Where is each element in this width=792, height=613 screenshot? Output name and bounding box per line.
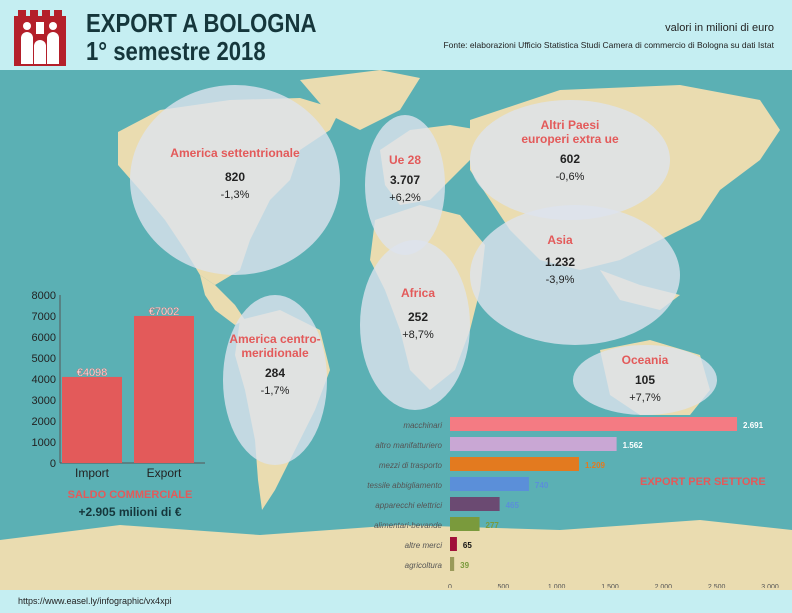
region-eu28: Ue 28 3.707 +6,2% <box>365 153 445 204</box>
footer-url[interactable]: https://www.easel.ly/infographic/vx4xpi <box>18 596 172 606</box>
region-name: Asia <box>547 233 573 247</box>
sector-data-label: 740 <box>535 481 549 490</box>
region-value: 105 <box>634 373 656 387</box>
sector-data-label: 65 <box>463 541 472 550</box>
sector-bar <box>450 477 529 491</box>
y-tick-label: 0 <box>50 458 56 470</box>
region-value: 820 <box>224 170 246 184</box>
region-name: Oceania <box>621 353 669 367</box>
region-latin-america: America centro-meridionale 284 -1,7% <box>220 332 330 397</box>
y-tick-label: 5000 <box>32 353 56 365</box>
x-tick-label: 3.000 <box>761 584 779 588</box>
y-tick-label: 3000 <box>32 395 56 407</box>
units-note: valori in milioni di euro <box>665 22 774 34</box>
region-asia: Asia 1.232 -3,9% <box>520 233 600 286</box>
y-tick-label: 4000 <box>32 374 56 386</box>
y-tick-label: 7000 <box>32 311 56 323</box>
source-note: Fonte: elaborazioni Ufficio Statistica S… <box>443 40 774 50</box>
x-tick-label: 500 <box>497 584 509 588</box>
sector-data-label: 2.691 <box>743 421 764 430</box>
x-tick-label: Import <box>75 466 110 480</box>
sector-data-label: 465 <box>506 501 520 510</box>
sector-label: altro manifatturiero <box>375 441 442 450</box>
sector-chart: macchinari 2.691 altro manifatturiero 1.562… <box>367 417 779 588</box>
region-value: 1.232 <box>544 255 576 269</box>
region-change: +6,2% <box>389 192 421 204</box>
region-value: 3.707 <box>389 173 421 187</box>
x-tick-label: 2.500 <box>708 584 726 588</box>
sector-bar <box>450 517 480 531</box>
sector-label: altre merci <box>405 541 443 550</box>
y-tick-label: 6000 <box>32 332 56 344</box>
trade-summary-title: SALDO COMMERCIALE <box>67 489 193 501</box>
header <box>0 0 792 70</box>
bar-import <box>62 376 122 463</box>
trade-summary: SALDO COMMERCIALE +2.905 milioni di € <box>30 489 230 519</box>
x-tick-label: Export <box>147 466 182 480</box>
y-tick-label: 1000 <box>32 437 56 449</box>
sector-label: agricoltura <box>405 561 443 570</box>
sector-label: macchinari <box>403 421 442 430</box>
sector-bar <box>450 537 457 551</box>
sector-label: apparecchi elettrici <box>375 501 442 510</box>
footer <box>0 590 792 613</box>
trade-balance-value: +2.905 milioni di € <box>78 505 182 519</box>
trade-chart: 0 1000 2000 3000 4000 5000 6000 7000 8000 €4098 Im… <box>32 290 205 480</box>
sector-bar <box>450 417 738 431</box>
sector-label: alimentari-bevande <box>374 521 443 530</box>
y-tick-label: 2000 <box>32 416 56 428</box>
region-bubbles <box>130 85 717 465</box>
sector-data-label: 1.209 <box>585 461 606 470</box>
bar-data-label: €4098 <box>77 367 108 379</box>
region-value: 284 <box>264 366 286 380</box>
region-change: +7,7% <box>629 392 661 404</box>
sector-label: mezzi di trasporto <box>379 461 443 470</box>
bologna-logo <box>14 10 66 66</box>
page-title: EXPORT A BOLOGNA <box>86 8 317 38</box>
sector-data-label: 1.562 <box>623 441 644 450</box>
region-name: Altri Paesi europeri extra ue <box>521 118 619 146</box>
sector-bar <box>450 497 500 511</box>
sector-data-label: 39 <box>460 561 469 570</box>
region-change: -0,6% <box>555 171 585 183</box>
x-tick-label: 2.000 <box>655 584 673 588</box>
bar-export <box>134 315 194 463</box>
sector-bar <box>450 437 617 451</box>
region-oceania: Oceania 105 +7,7% <box>605 353 685 404</box>
region-value: 252 <box>407 310 429 324</box>
sector-chart-title: EXPORT PER SETTORE <box>640 476 766 488</box>
world-map <box>0 70 792 590</box>
x-tick-label: 1.000 <box>548 584 566 588</box>
sector-label: tessile abbigliamento <box>367 481 442 490</box>
region-change: +8,7% <box>402 329 434 341</box>
sector-data-label: 277 <box>486 521 500 530</box>
region-name: America centro-meridionale <box>229 332 321 360</box>
region-value: 602 <box>559 152 581 166</box>
sector-bar <box>450 457 579 471</box>
region-change: -3,9% <box>545 274 575 286</box>
page-subtitle: 1° semestre 2018 <box>86 36 266 66</box>
x-tick-label: 1.500 <box>601 584 619 588</box>
region-name: Ue 28 <box>388 153 422 167</box>
sector-bar <box>450 557 455 571</box>
x-tick-label: 0 <box>448 584 452 588</box>
y-tick-label: 8000 <box>32 290 56 302</box>
region-africa: Africa 252 +8,7% <box>378 286 458 341</box>
bar-data-label: €7002 <box>149 306 180 318</box>
region-name: America settentrionale <box>170 146 300 160</box>
region-change: -1,3% <box>220 189 250 201</box>
region-north-america: America settentrionale 820 -1,3% <box>155 146 315 201</box>
region-other-europe: Altri Paesi europeri extra ue 602 -0,6% <box>515 118 625 183</box>
region-name: Africa <box>400 286 435 300</box>
region-change: -1,7% <box>260 385 290 397</box>
